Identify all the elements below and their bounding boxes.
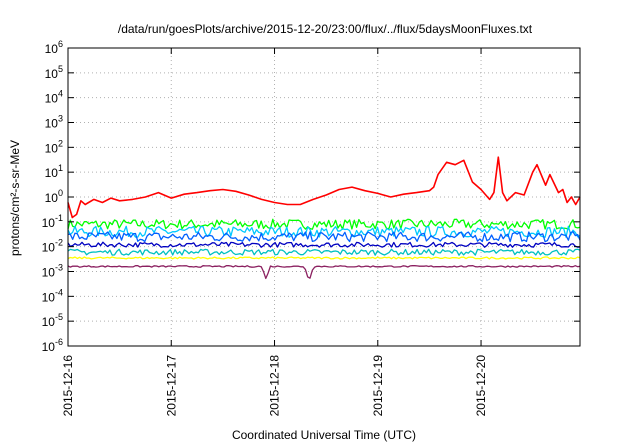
y-tick-label: 101	[45, 163, 63, 180]
x-tick-label: 2015-12-16	[61, 355, 75, 417]
chart-title: /data/run/goesPlots/archive/2015-12-20/2…	[118, 22, 533, 36]
y-tick-label: 10-5	[42, 312, 63, 329]
x-tick-label: 2015-12-18	[268, 355, 282, 417]
y-tick-label: 100	[45, 188, 63, 205]
x-tick-label: 2015-12-17	[164, 355, 178, 417]
y-tick-label: 10-1	[42, 213, 63, 230]
y-tick-label: 106	[45, 39, 63, 56]
series-line-6	[67, 256, 581, 260]
y-tick-label: 105	[45, 64, 63, 81]
x-axis-label: Coordinated Universal Time (UTC)	[232, 428, 416, 442]
series-line-2	[67, 225, 581, 238]
y-tick-label: 104	[45, 89, 63, 106]
x-tick-label: 2015-12-20	[474, 355, 488, 417]
series-line-4	[67, 241, 581, 248]
y-tick-label: 10-6	[42, 337, 63, 354]
y-tick-label: 10-2	[42, 238, 63, 255]
x-tick-label: 2015-12-19	[371, 355, 385, 417]
series-line-0	[67, 156, 581, 219]
y-tick-label: 103	[45, 114, 63, 131]
y-tick-label: 10-3	[42, 263, 63, 280]
series-line-5	[67, 248, 581, 256]
series-group	[67, 156, 581, 280]
y-axis-label: protons/cm²-s-sr-MeV	[8, 140, 22, 256]
series-line-1	[67, 218, 581, 230]
grid-lines	[68, 48, 580, 346]
y-tick-label: 10-4	[42, 287, 63, 304]
x-axis: 2015-12-16 2015-12-17 2015-12-18 2015-12-19…	[61, 48, 488, 416]
y-tick-label: 102	[45, 138, 63, 155]
y-axis: 10-6 10-5 10-4 10-3 10-2 10-1 100 101 102 103 104 1…	[42, 39, 580, 354]
series-line-7	[67, 265, 581, 280]
series-line-3	[67, 231, 581, 243]
